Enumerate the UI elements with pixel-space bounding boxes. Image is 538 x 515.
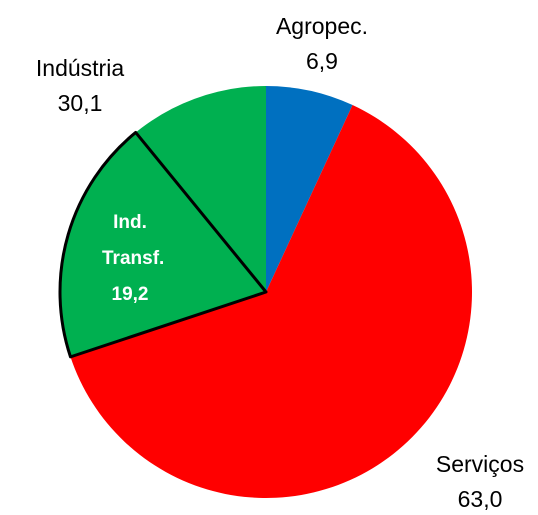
subslice-label: Ind. Transf.: [102, 212, 165, 269]
pie-slice: [70, 105, 472, 498]
pie-subslice: [58, 130, 268, 359]
slice-value: 6,9: [306, 48, 338, 74]
slice-label: Indústria: [36, 55, 124, 81]
subslice-label-box: Ind. Transf. 19,2: [102, 212, 165, 305]
slice-value: 63,0: [458, 486, 503, 512]
slice-value: 30,1: [58, 90, 103, 116]
slice-label: Agropec.: [276, 13, 368, 39]
slice-label: Serviços: [436, 451, 524, 477]
subslice-value: 19,2: [111, 284, 149, 305]
pie-slice: [266, 86, 353, 292]
